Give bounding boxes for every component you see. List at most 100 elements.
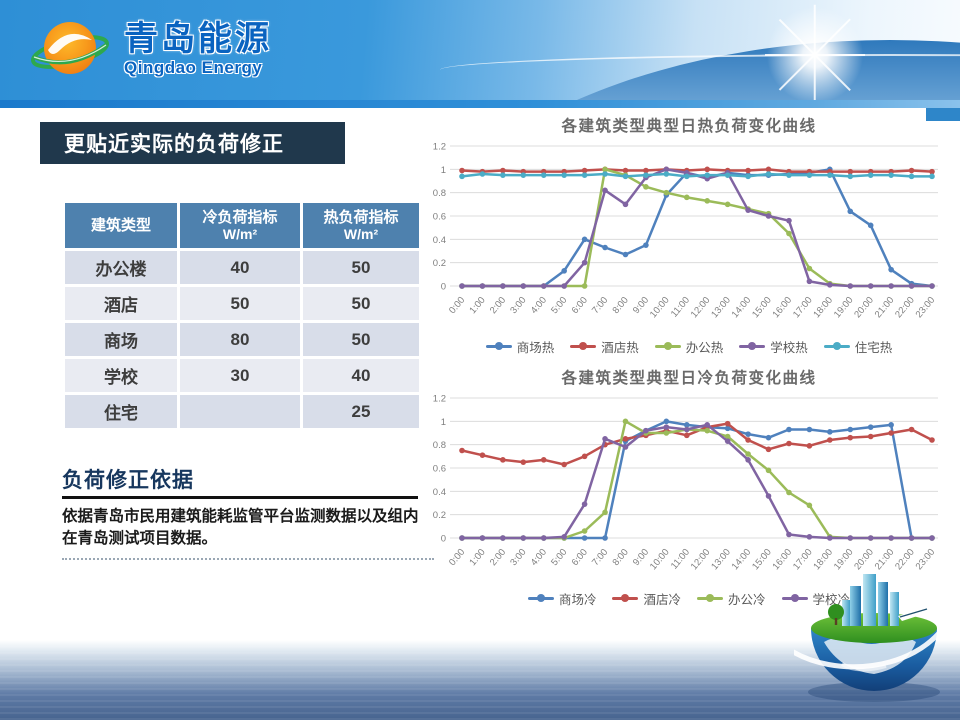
table-row: 酒店 50 50 — [65, 287, 419, 321]
svg-text:0: 0 — [441, 534, 446, 545]
svg-text:0.8: 0.8 — [433, 440, 446, 451]
chart-legend: 商场热 酒店热 办公热 学校热 住宅热 — [424, 337, 954, 356]
chart-canvas: 0 0.2 0.4 0.6 0.8 1 1.2 0:00 1:00 2:00 3:00 4:00 5:0… — [424, 138, 954, 341]
legend-swatch — [697, 594, 723, 603]
svg-text:2:00: 2:00 — [488, 295, 508, 316]
legend-swatch — [823, 342, 850, 351]
heat-load-chart: 各建筑类型典型日热负荷变化曲线 0 0.2 0.4 0.6 0.8 1 1.2 0:00 1:0… — [424, 110, 954, 356]
svg-text:6:00: 6:00 — [570, 295, 590, 316]
svg-text:14:00: 14:00 — [730, 295, 754, 320]
logo-subtitle: Qingdao Energy — [124, 57, 263, 77]
svg-text:0:00: 0:00 — [447, 547, 467, 568]
svg-text:17:00: 17:00 — [791, 295, 815, 320]
svg-text:7:00: 7:00 — [590, 295, 610, 316]
svg-text:14:00: 14:00 — [730, 547, 754, 572]
chart-title: 各建筑类型典型日冷负荷变化曲线 — [561, 370, 817, 387]
svg-text:11:00: 11:00 — [669, 547, 692, 572]
table-cell: 25 — [303, 395, 419, 429]
legend-label: 学校冷 — [812, 593, 851, 607]
svg-text:0.6: 0.6 — [433, 464, 446, 475]
table-header-cooling-load: 冷负荷指标 W/m² — [180, 203, 300, 249]
legend-swatch — [612, 594, 639, 603]
table-cell: 50 — [303, 323, 419, 357]
svg-text:2:00: 2:00 — [488, 547, 508, 568]
chart-svg: 0 0.2 0.4 0.6 0.8 1 1.2 0:00 1:00 2:00 3:00 4:00 5:0… — [433, 142, 938, 320]
svg-text:0:00: 0:00 — [447, 295, 467, 316]
table-cell: 50 — [303, 251, 419, 285]
legend-label: 商场热 — [516, 341, 555, 355]
table-cell: 40 — [180, 251, 300, 285]
legend-item: 酒店热 — [570, 337, 639, 356]
legend-item: 学校热 — [739, 337, 808, 356]
svg-text:21:00: 21:00 — [873, 295, 897, 320]
table-cell: 酒店 — [65, 287, 177, 321]
svg-text:0: 0 — [441, 282, 446, 293]
legend-label: 商场冷 — [558, 593, 597, 607]
svg-text:20:00: 20:00 — [852, 295, 876, 320]
svg-text:19:00: 19:00 — [832, 295, 856, 320]
dotted-divider — [62, 558, 434, 560]
svg-text:0.4: 0.4 — [433, 235, 446, 246]
svg-text:13:00: 13:00 — [709, 547, 733, 572]
legend-item: 办公冷 — [697, 589, 766, 608]
legend-item: 学校冷 — [781, 589, 851, 608]
logo-globe-icon — [31, 22, 109, 74]
table-row: 办公楼 40 50 — [65, 251, 419, 285]
table-row: 商场 80 50 — [65, 323, 419, 357]
chart-title: 各建筑类型典型日热负荷变化曲线 — [561, 118, 817, 135]
legend-swatch — [781, 594, 808, 603]
legend-label: 酒店热 — [601, 341, 639, 355]
svg-text:0.4: 0.4 — [433, 487, 446, 498]
svg-text:1:00: 1:00 — [467, 547, 487, 568]
table-header-building-type: 建筑类型 — [65, 203, 177, 249]
legend-swatch — [739, 342, 766, 351]
basis-rule — [62, 496, 418, 499]
legend-label: 酒店冷 — [643, 593, 681, 607]
sunburst-icon — [760, 0, 870, 100]
svg-text:6:00: 6:00 — [570, 547, 590, 568]
legend-item: 住宅热 — [823, 337, 892, 356]
table-cell: 学校 — [65, 359, 177, 393]
svg-text:12:00: 12:00 — [689, 547, 713, 572]
globe-illustration — [794, 574, 949, 702]
table-row: 学校 30 40 — [65, 359, 419, 393]
table-row: 住宅 25 — [65, 395, 419, 429]
legend-label: 学校热 — [770, 341, 808, 355]
legend-swatch — [570, 342, 597, 351]
svg-text:1: 1 — [441, 417, 446, 428]
table-cell: 80 — [180, 323, 300, 357]
banner-divider — [0, 100, 960, 108]
table-cell: 50 — [303, 287, 419, 321]
legend-label: 办公冷 — [728, 593, 766, 607]
basis-heading: 负荷修正依据 — [62, 469, 194, 492]
table-cell: 办公楼 — [65, 251, 177, 285]
chart-canvas: 0 0.2 0.4 0.6 0.8 1 1.2 0:00 1:00 2:00 3:00 4:00 5:0… — [424, 390, 954, 593]
load-indicator-table: 建筑类型 冷负荷指标 W/m² 热负荷指标 W/m² 办公楼 40 50 酒店 50 50 商场… — [62, 200, 422, 431]
earth-horizon-graphic — [400, 40, 960, 100]
svg-text:4:00: 4:00 — [529, 295, 549, 316]
chart-svg: 0 0.2 0.4 0.6 0.8 1 1.2 0:00 1:00 2:00 3:00 4:00 5:0… — [433, 394, 938, 572]
svg-text:5:00: 5:00 — [549, 295, 569, 316]
svg-text:7:00: 7:00 — [590, 547, 610, 568]
svg-text:16:00: 16:00 — [771, 547, 795, 572]
legend-item: 商场热 — [485, 337, 555, 356]
svg-text:8:00: 8:00 — [610, 547, 630, 568]
table-cell: 30 — [180, 359, 300, 393]
svg-text:10:00: 10:00 — [648, 295, 672, 320]
legend-swatch — [527, 594, 554, 603]
legend-item: 办公热 — [654, 337, 723, 356]
svg-text:15:00: 15:00 — [750, 547, 774, 572]
logo-title: 青岛能源 — [124, 20, 272, 59]
section-title-box: 更贴近实际的负荷修正 — [40, 122, 345, 164]
table-cell: 40 — [303, 359, 419, 393]
section-title: 更贴近实际的负荷修正 — [64, 133, 284, 156]
table-cell: 50 — [180, 287, 300, 321]
table-header-row: 建筑类型 冷负荷指标 W/m² 热负荷指标 W/m² — [65, 203, 419, 249]
svg-text:12:00: 12:00 — [689, 295, 713, 320]
cold-load-chart: 各建筑类型典型日冷负荷变化曲线 0 0.2 0.4 0.6 0.8 1 1.2 0:00 1:0… — [424, 362, 954, 608]
legend-swatch — [485, 342, 512, 351]
table-header-heating-load: 热负荷指标 W/m² — [303, 203, 419, 249]
svg-text:0.2: 0.2 — [433, 510, 446, 521]
legend-item: 商场冷 — [527, 589, 597, 608]
